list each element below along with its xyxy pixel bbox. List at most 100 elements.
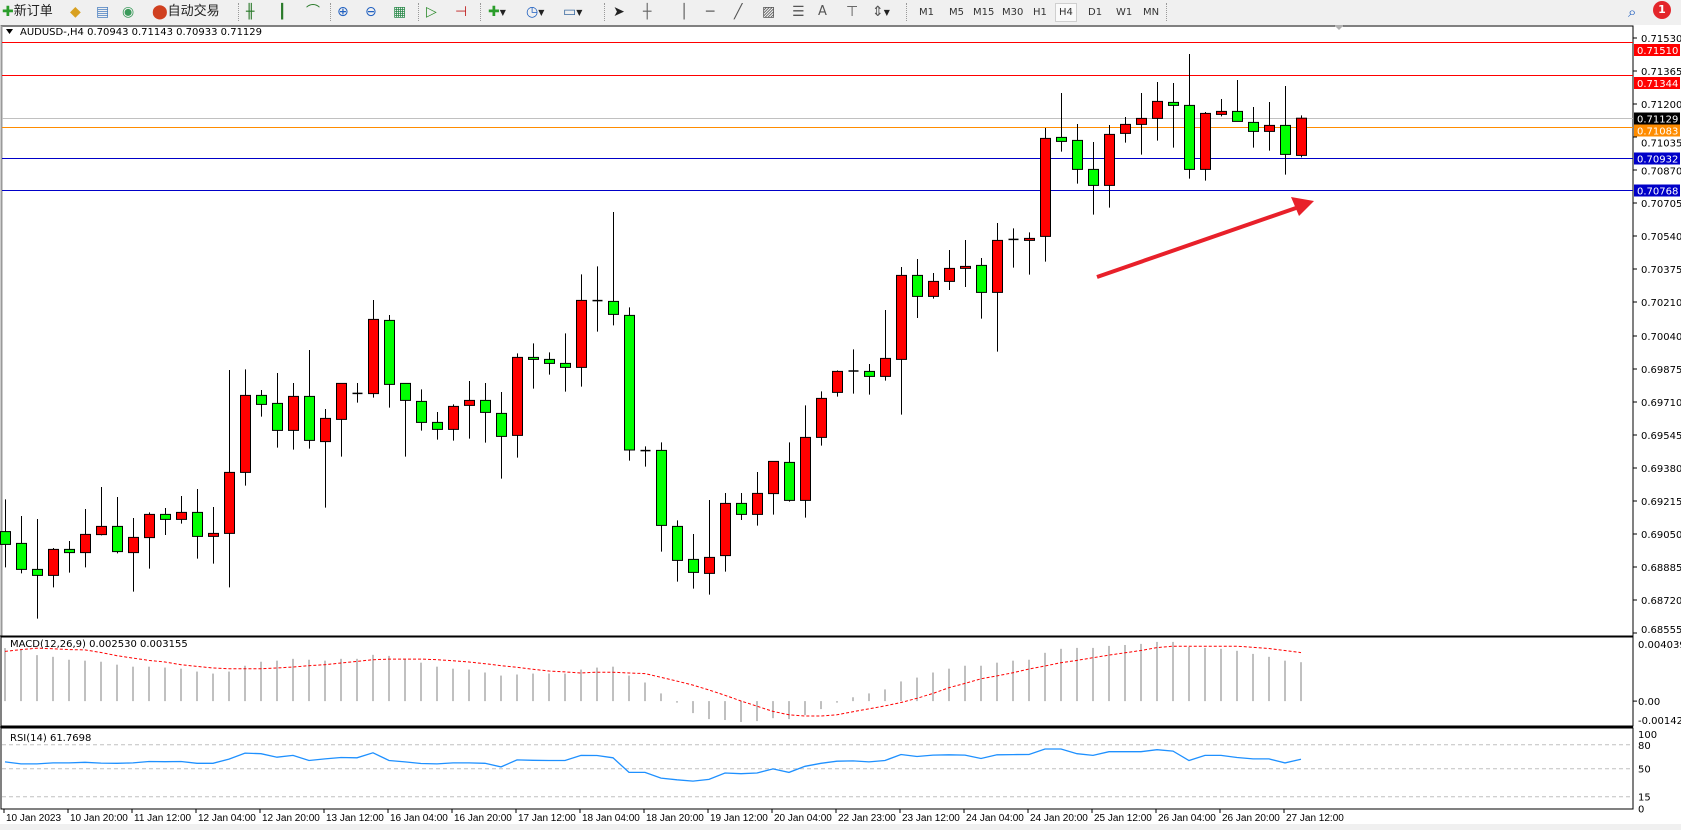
candle — [464, 381, 475, 439]
new-order-button[interactable]: ✚新订单 — [2, 2, 53, 22]
timeframe-m5[interactable]: M5 — [949, 7, 964, 18]
candle — [928, 273, 939, 299]
chart-shift-button[interactable]: ⊣ — [455, 2, 467, 22]
trendline-button[interactable]: ╱ — [734, 2, 742, 22]
templates-button[interactable]: ▭▼ — [563, 2, 582, 22]
candle-body — [880, 357, 891, 377]
time-tick-label: 18 Jan 04:00 — [582, 813, 640, 824]
signals-button[interactable]: ◉ — [122, 2, 134, 22]
tile-windows-button[interactable]: ▦ — [393, 2, 406, 22]
timeframe-m15[interactable]: M15 — [973, 7, 995, 18]
chart-shift-marker-icon[interactable] — [1334, 25, 1344, 30]
annotation-arrow-line — [1096, 206, 1297, 279]
new-chart-button[interactable]: ✚▼ — [488, 2, 506, 22]
macd-histogram-bar — [1204, 647, 1206, 702]
fibonacci-button[interactable]: ☰ — [792, 2, 805, 22]
candlestick-button[interactable]: ┃ — [278, 2, 286, 22]
macd-histogram-bar — [900, 681, 902, 702]
dropdown-arrow-icon: ▼ — [499, 8, 506, 17]
notification-badge[interactable]: 1 — [1653, 1, 1671, 19]
price-tick-label: 0.68720 — [1641, 596, 1681, 607]
candle — [976, 258, 987, 319]
candle — [288, 383, 299, 450]
horizontal-line-button[interactable]: ─ — [706, 2, 714, 22]
new-order-label: 新订单 — [13, 4, 53, 19]
autoscroll-button[interactable]: ▷ — [426, 2, 437, 22]
candle-body — [576, 299, 587, 368]
crosshair-button[interactable]: ┼ — [643, 2, 651, 22]
candle — [1296, 115, 1307, 158]
candle — [1104, 125, 1115, 208]
candle — [768, 460, 779, 515]
arrows-icon: ⇕ — [872, 4, 884, 20]
candle-body — [1280, 124, 1291, 155]
candle-body — [608, 300, 619, 315]
candle-body — [1040, 137, 1051, 237]
candle-body — [752, 492, 763, 515]
time-tick-label: 13 Jan 12:00 — [326, 813, 384, 824]
text-button[interactable]: A — [818, 2, 827, 22]
candle — [160, 508, 171, 535]
timeframe-d1[interactable]: D1 — [1088, 7, 1103, 18]
level-price-label: 0.70932 — [1637, 155, 1678, 166]
candle — [112, 497, 123, 554]
macd-histogram-bar — [788, 701, 790, 720]
candle-body — [368, 318, 379, 395]
symbol-info: AUDUSD-,H4 0.70943 0.71143 0.70933 0.711… — [20, 27, 262, 38]
candle — [960, 240, 971, 287]
candle — [528, 343, 539, 389]
timeframe-mn[interactable]: MN — [1143, 7, 1160, 18]
timeframe-m1[interactable]: M1 — [919, 7, 934, 18]
bar-chart-button[interactable]: ╫ — [246, 2, 254, 22]
arrows-button[interactable]: ⇕▼ — [872, 2, 890, 22]
autotrading-button[interactable]: ⬤自动交易 — [152, 2, 220, 22]
macd-histogram-bar — [932, 672, 934, 702]
time-axis: 10 Jan 2023 10 Jan 20:00 11 Jan 12:00 12 Ja… — [0, 809, 1681, 830]
search-button[interactable]: ⌕ — [1628, 2, 1636, 22]
candle — [848, 349, 859, 394]
channel-button[interactable]: ▨ — [762, 2, 775, 22]
candle-body — [240, 394, 251, 473]
symbol-dropdown-icon[interactable] — [6, 29, 13, 34]
timeframe-h1[interactable]: H1 — [1033, 7, 1047, 18]
macd-histogram-bar — [228, 671, 230, 702]
candle — [1248, 107, 1259, 148]
cursor-button[interactable]: ➤ — [613, 2, 625, 22]
text-label-button[interactable]: ⊤ — [846, 2, 858, 22]
vertical-line-button[interactable]: │ — [680, 2, 688, 22]
candle — [192, 489, 203, 559]
new-order-icon: ✚ — [2, 4, 14, 20]
macd-panel[interactable]: 0.004039 0.00 -0.001424 — [0, 635, 1681, 727]
timeframe-h4[interactable]: H4 — [1055, 3, 1077, 22]
periods-button[interactable]: ◷▼ — [526, 2, 544, 22]
time-tick-label: 12 Jan 04:00 — [198, 813, 256, 824]
candle — [480, 383, 491, 443]
candle-body — [1136, 117, 1147, 125]
level-price-label: 0.71510 — [1637, 46, 1678, 57]
terminal-button[interactable]: ▤ — [96, 2, 109, 22]
candle-body — [1296, 117, 1307, 156]
zoom-out-button[interactable]: ⊖ — [365, 2, 377, 22]
timeframe-m30[interactable]: M30 — [1002, 7, 1024, 18]
macd-histogram-bar — [212, 673, 214, 702]
line-chart-button[interactable]: ⌒ — [306, 2, 320, 22]
candle — [96, 487, 107, 536]
macd-histogram-bar — [1156, 641, 1158, 702]
candle — [1072, 124, 1083, 184]
zoom-in-button[interactable]: ⊕ — [337, 2, 349, 22]
time-tick-label: 23 Jan 12:00 — [902, 813, 960, 824]
time-tick-label: 24 Jan 04:00 — [966, 813, 1024, 824]
candle-body — [960, 265, 971, 269]
bottom-strip — [0, 824, 1681, 830]
macd-histogram-bar — [820, 701, 822, 710]
timeframe-w1[interactable]: W1 — [1116, 7, 1133, 18]
candle-body — [160, 513, 171, 520]
gold-bars-button[interactable]: ◆ — [70, 2, 81, 22]
macd-histogram-bar — [260, 661, 262, 702]
macd-histogram-bar — [420, 662, 422, 702]
candle-body — [672, 525, 683, 561]
macd-histogram-bar — [100, 661, 102, 702]
